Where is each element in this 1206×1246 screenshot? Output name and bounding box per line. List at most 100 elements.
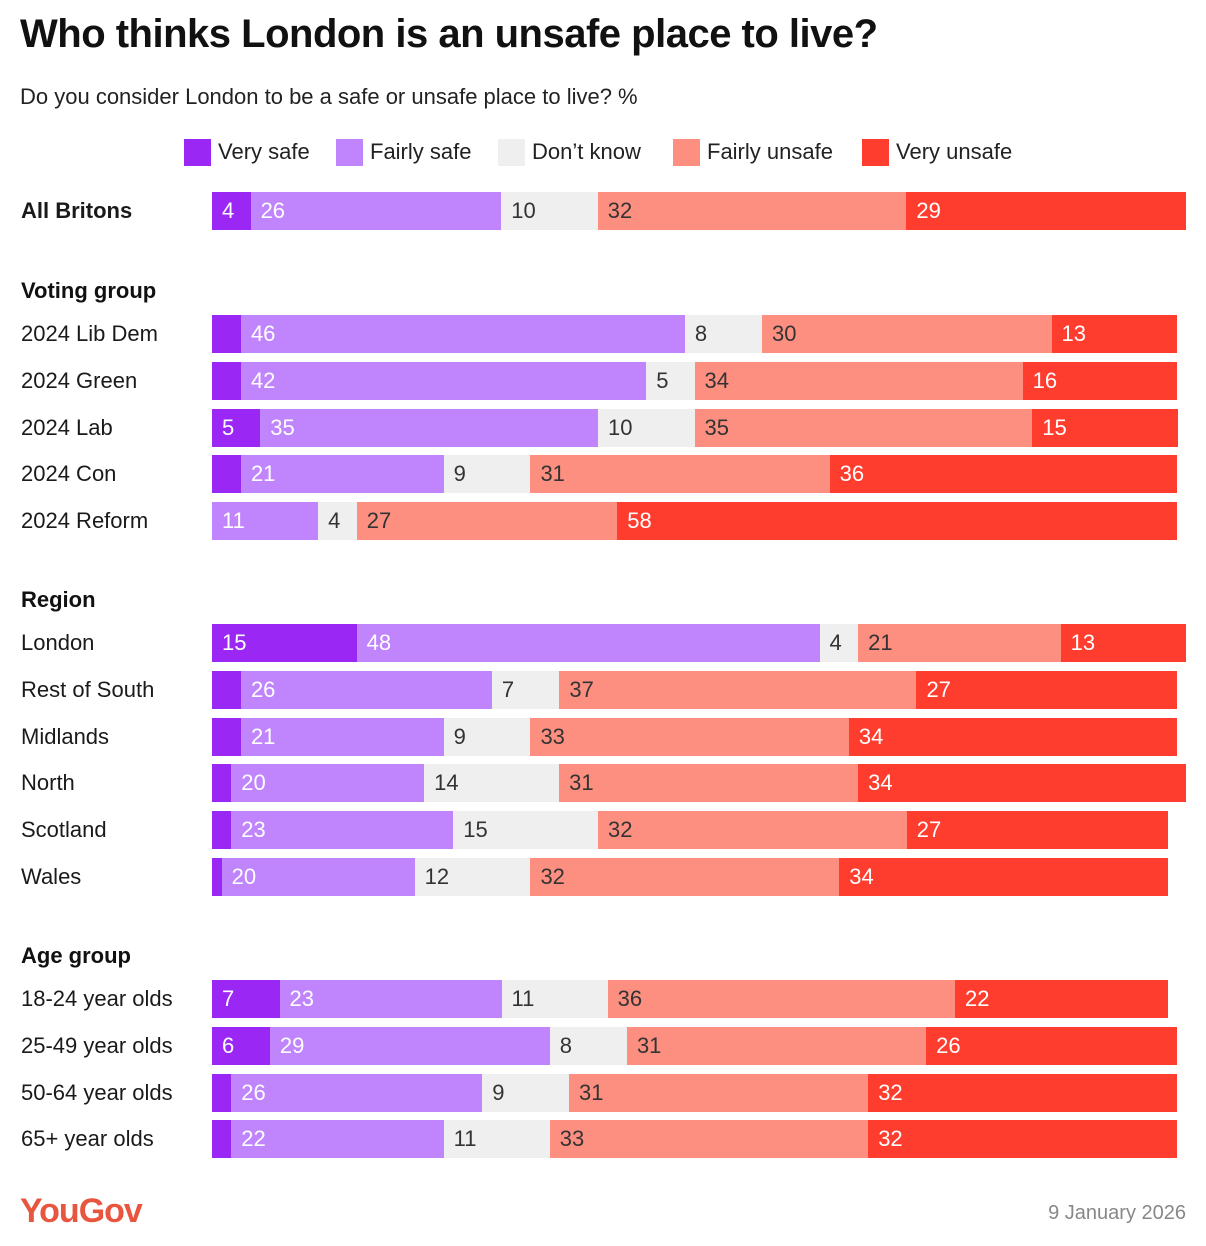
bar-segment-very-unsafe (829, 455, 1178, 493)
data-label: 33 (559, 1126, 585, 1151)
bar-segment-fairly-safe (231, 1074, 483, 1112)
data-label: 42 (250, 368, 276, 393)
bar-segment-dont-know (482, 1074, 570, 1112)
data-label: 22 (241, 1126, 266, 1151)
data-label: 16 (1032, 368, 1058, 393)
group-heading: Age group (21, 943, 131, 968)
bar-segment-very-safe (212, 718, 242, 756)
bar-segment-very-safe (212, 1074, 232, 1112)
legend-swatch-fairly-unsafe (673, 138, 700, 166)
bar-segment-very-unsafe (1060, 624, 1187, 662)
legend-item-very-safe: Very safe (184, 138, 310, 166)
row-label: Scotland (21, 817, 107, 842)
data-label: 27 (926, 677, 951, 702)
row-label: 25-49 year olds (21, 1033, 173, 1058)
data-label: 23 (289, 986, 315, 1011)
data-label: 8 (559, 1033, 572, 1058)
legend-swatch-dont-know (498, 138, 525, 166)
bar-segment-very-unsafe (926, 1027, 1178, 1065)
data-label: 23 (241, 817, 266, 842)
legend-swatch-fairly-safe (336, 138, 363, 166)
bar-segment-very-safe (212, 1120, 232, 1158)
group-heading: Region (21, 587, 96, 612)
bar-segment-fairly-safe (240, 315, 686, 353)
bar-segment-fairly-safe (269, 1027, 551, 1065)
data-label: 6 (222, 1033, 235, 1058)
data-label: 21 (250, 461, 276, 486)
data-label: 36 (617, 986, 643, 1011)
bar-segment-very-safe (212, 624, 358, 662)
bar-segment-fairly-unsafe (549, 1120, 869, 1158)
bar-segment-dont-know (819, 624, 859, 662)
bar-segment-fairly-unsafe (607, 980, 956, 1018)
data-label: 34 (868, 770, 893, 795)
bar-segment-dont-know (414, 858, 531, 896)
bar-segment-very-unsafe (868, 1074, 1178, 1112)
publication-date: 9 January 2026 (1048, 1202, 1186, 1224)
bar-segment-dont-know (501, 192, 599, 230)
bar-segment-fairly-safe (240, 718, 445, 756)
legend-item-fairly-safe: Fairly safe (336, 138, 471, 166)
bar-segment-fairly-safe (231, 764, 425, 802)
bar-segment-very-safe (212, 362, 242, 400)
data-label: 26 (260, 198, 286, 223)
bar-segment-very-safe (212, 409, 261, 447)
row-label: Rest of South (21, 677, 155, 702)
bar-segment-very-unsafe (1032, 409, 1178, 447)
data-label: 26 (936, 1033, 961, 1058)
bar-segment-dont-know (453, 811, 599, 849)
row-label: 2024 Green (21, 368, 138, 393)
data-label: 29 (279, 1033, 305, 1058)
data-label: 13 (1070, 630, 1096, 655)
data-label: 9 (492, 1080, 505, 1105)
bar-segment-fairly-safe (260, 409, 599, 447)
bar-segment-fairly-safe (279, 980, 502, 1018)
bar-segment-very-unsafe (617, 502, 1178, 540)
data-label: 4 (222, 198, 235, 223)
bar-segment-fairly-unsafe (559, 671, 917, 709)
legend-item-very-unsafe: Very unsafe (862, 138, 1012, 166)
data-label: 34 (858, 724, 884, 749)
chart-title: Who thinks London is an unsafe place to … (20, 12, 878, 56)
row-label: 2024 Lab (21, 415, 113, 440)
data-label: 32 (878, 1126, 903, 1151)
data-label: 32 (607, 198, 633, 223)
bar-segment-fairly-unsafe (858, 624, 1062, 662)
data-label: 20 (231, 864, 257, 889)
data-label: 10 (608, 415, 633, 440)
data-label: 35 (270, 415, 295, 440)
row-label: All Britons (21, 198, 133, 223)
data-label: 4 (829, 630, 842, 655)
data-label: 22 (965, 986, 990, 1011)
bar-segment-fairly-unsafe (597, 192, 907, 230)
bar-segment-very-unsafe (858, 764, 1187, 802)
data-label: 37 (569, 677, 594, 702)
data-label: 11 (222, 508, 245, 533)
bar-segment-very-safe (212, 858, 223, 896)
data-label: 26 (241, 1080, 266, 1105)
data-label: 31 (579, 1080, 604, 1105)
data-label: 33 (540, 724, 565, 749)
data-label: 13 (1061, 321, 1087, 346)
bar-segment-dont-know (684, 315, 763, 353)
data-label: 34 (704, 368, 729, 393)
data-label: 29 (916, 198, 941, 223)
data-label: 21 (250, 724, 276, 749)
data-label: 32 (878, 1080, 903, 1105)
bar-segment-fairly-unsafe (559, 764, 859, 802)
bar-segment-very-safe (212, 1027, 271, 1065)
bar-segment-fairly-unsafe (530, 455, 831, 493)
data-label: 5 (656, 368, 669, 393)
bar-segment-fairly-safe (221, 858, 416, 896)
bar-segment-very-unsafe (1022, 362, 1178, 400)
bar-segment-very-safe (212, 315, 242, 353)
data-label: 27 (916, 817, 942, 842)
row-label: 65+ year olds (21, 1126, 154, 1151)
data-label: 46 (250, 321, 276, 346)
bar-segment-fairly-unsafe (530, 718, 850, 756)
bar-segment-very-unsafe (848, 718, 1178, 756)
data-label: 31 (636, 1033, 662, 1058)
row-label: North (21, 770, 75, 795)
bar-segment-fairly-unsafe (598, 811, 908, 849)
data-label: 21 (868, 630, 893, 655)
